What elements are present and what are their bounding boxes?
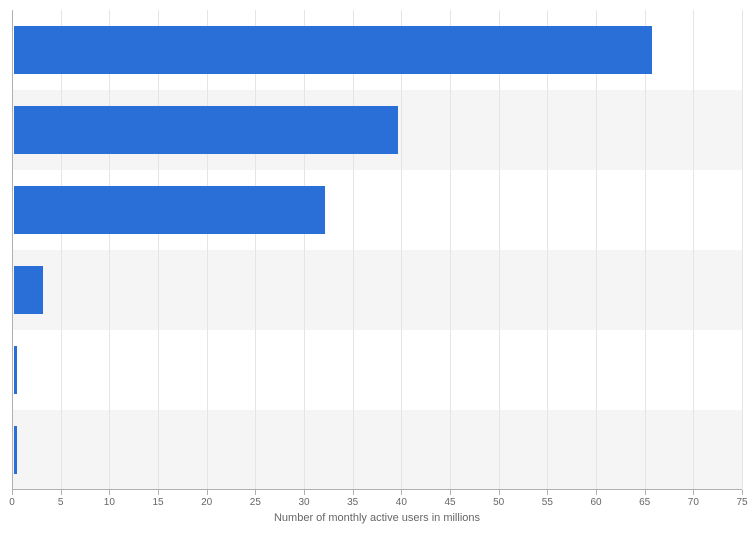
gridline [109, 10, 110, 490]
bar [14, 266, 43, 314]
x-tick [547, 490, 548, 495]
bar [14, 426, 17, 474]
x-tick [450, 490, 451, 495]
x-tick-label: 30 [298, 497, 309, 508]
x-tick-label: 15 [152, 497, 163, 508]
chart-container: Number of monthly active users in millio… [0, 0, 754, 560]
x-tick-label: 55 [542, 497, 553, 508]
x-tick-label: 60 [590, 497, 601, 508]
gridline [353, 10, 354, 490]
x-tick-label: 35 [347, 497, 358, 508]
bar [14, 26, 652, 74]
bar [14, 186, 325, 234]
x-tick [61, 490, 62, 495]
gridline [401, 10, 402, 490]
y-axis-line [12, 10, 13, 490]
bar [14, 106, 398, 154]
x-tick [12, 490, 13, 495]
chart-band [12, 410, 742, 490]
gridline [645, 10, 646, 490]
x-tick-label: 20 [201, 497, 212, 508]
gridline [693, 10, 694, 490]
chart-band [12, 330, 742, 410]
gridline [158, 10, 159, 490]
x-tick [207, 490, 208, 495]
x-tick-label: 10 [104, 497, 115, 508]
chart-band [12, 250, 742, 330]
x-tick-label: 5 [58, 497, 64, 508]
gridline [61, 10, 62, 490]
plot-area [12, 10, 742, 490]
x-tick [645, 490, 646, 495]
x-tick-label: 70 [688, 497, 699, 508]
x-tick [596, 490, 597, 495]
x-tick [109, 490, 110, 495]
x-tick-label: 45 [444, 497, 455, 508]
x-tick [304, 490, 305, 495]
x-tick [693, 490, 694, 495]
x-tick-label: 0 [9, 497, 15, 508]
gridline [255, 10, 256, 490]
x-tick [255, 490, 256, 495]
x-tick [499, 490, 500, 495]
x-tick [158, 490, 159, 495]
gridline [742, 10, 743, 490]
bar [14, 346, 17, 394]
gridline [596, 10, 597, 490]
x-axis-line [12, 489, 742, 490]
x-tick [401, 490, 402, 495]
x-tick-label: 65 [639, 497, 650, 508]
gridline [499, 10, 500, 490]
gridline [304, 10, 305, 490]
x-tick-label: 50 [493, 497, 504, 508]
gridline [547, 10, 548, 490]
x-tick [742, 490, 743, 495]
x-axis-label: Number of monthly active users in millio… [274, 512, 480, 524]
gridline [207, 10, 208, 490]
x-tick-label: 40 [396, 497, 407, 508]
x-tick-label: 75 [736, 497, 747, 508]
x-tick [353, 490, 354, 495]
x-tick-label: 25 [250, 497, 261, 508]
gridline [450, 10, 451, 490]
